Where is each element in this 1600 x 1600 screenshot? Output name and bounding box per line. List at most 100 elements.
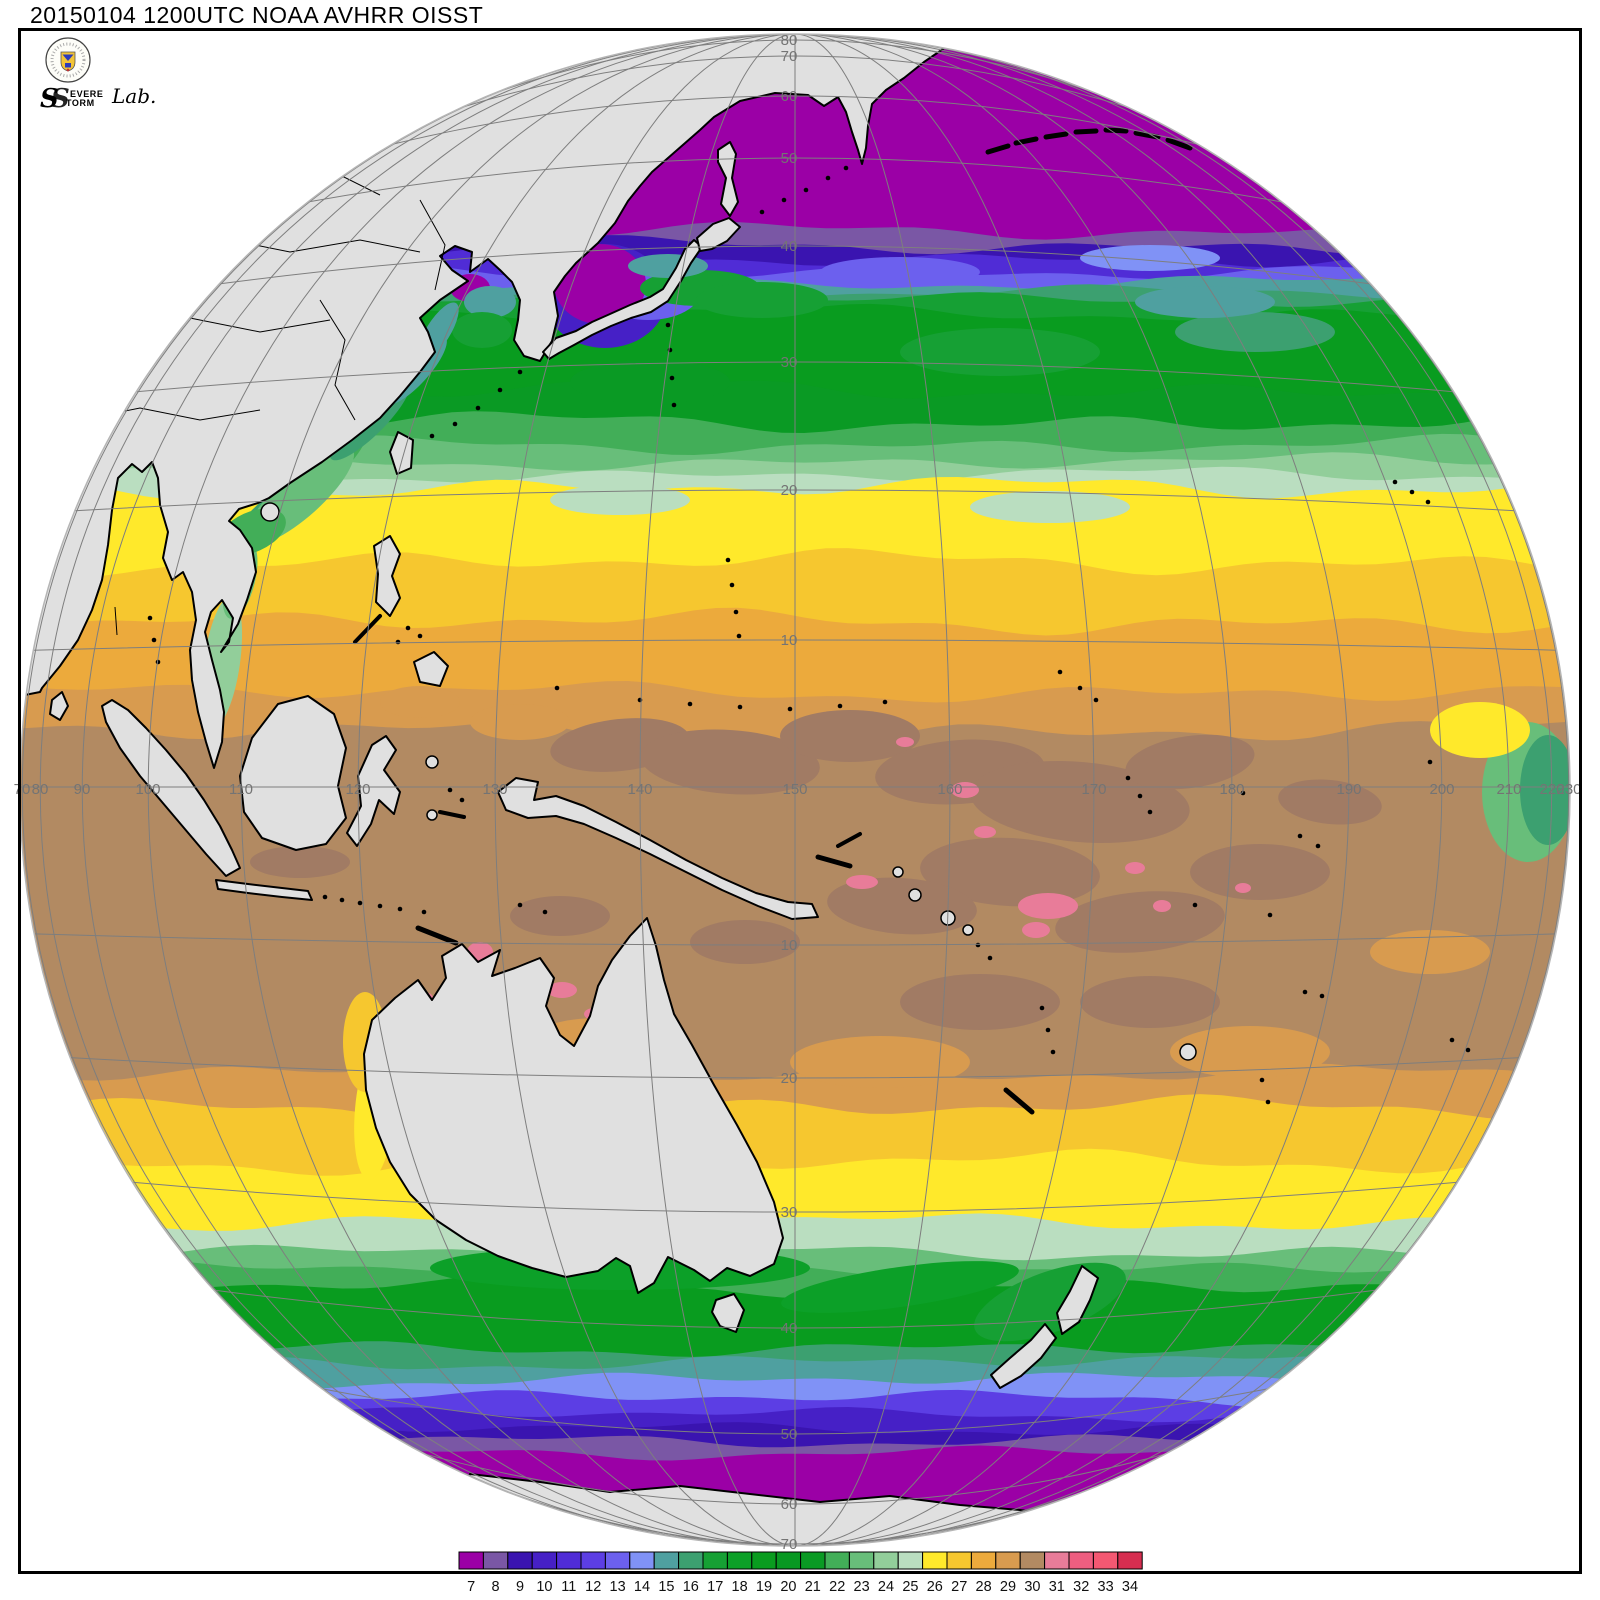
colorbar-cell: [848, 1551, 875, 1570]
wordmark-s1: S: [40, 84, 59, 114]
latitude-label: 30: [781, 354, 798, 371]
small-island-dot: [1297, 833, 1303, 839]
colorbar-cell: [800, 1551, 826, 1570]
graticule: [20, 34, 1570, 1546]
small-island-dot: [975, 942, 981, 948]
colorbar-cell: [531, 1551, 558, 1570]
colorbar-cell: [873, 1551, 899, 1570]
small-island-dot: [1449, 1037, 1455, 1043]
small-island-dot: [725, 557, 731, 563]
aleutian-islands: [1073, 128, 1099, 135]
longitude-label: 100: [135, 781, 160, 798]
landmass: [101, 699, 241, 877]
colorbar-cell: [702, 1551, 728, 1570]
latitude-label: 20: [781, 1070, 798, 1087]
colorbar-cell: [653, 1551, 680, 1570]
latitude-label: 40: [781, 238, 798, 255]
colorbar-value-label: 19: [756, 1579, 772, 1595]
latitude-label: 80: [781, 32, 798, 49]
small-island-dot: [1045, 1027, 1051, 1033]
landmass: [711, 1293, 745, 1333]
colorbar-value-label: 14: [634, 1579, 650, 1595]
colorbar-value-label: 22: [829, 1579, 845, 1595]
colorbar-value-label: 16: [683, 1579, 699, 1595]
longitude-label: 170: [1081, 781, 1106, 798]
longitude-label: 160: [937, 781, 962, 798]
latitude-label: 60: [781, 1496, 798, 1513]
colorbar-cell: [604, 1551, 631, 1570]
longitude-label: 140: [627, 781, 652, 798]
island: [260, 502, 280, 522]
landmass: [363, 917, 784, 1294]
colorbar-value-label: 13: [610, 1579, 626, 1595]
small-island-dot: [1050, 1049, 1056, 1055]
colorbar-cell: [824, 1551, 850, 1570]
small-island-dot: [1319, 993, 1325, 999]
small-island-dot: [837, 703, 843, 709]
colorbar-cell: [580, 1551, 606, 1570]
island-strip: [836, 832, 862, 848]
colorbar-value-label: 7: [467, 1579, 475, 1595]
small-island-dot: [475, 405, 481, 411]
latitude-label: 20: [781, 482, 798, 499]
map-title: 20150104 1200UTC NOAA AVHRR OISST: [30, 2, 484, 28]
aleutian-islands: [1043, 131, 1069, 140]
island-strip: [353, 614, 382, 644]
colorbar-cell: [897, 1551, 924, 1570]
small-island-dot: [542, 909, 548, 915]
small-island-dot: [787, 706, 793, 712]
wordmark-severe: EVERE: [70, 89, 104, 99]
country-border-line: [319, 299, 356, 421]
colorbar-cell: [970, 1551, 997, 1570]
small-island-dot: [729, 582, 735, 588]
small-island-dot: [843, 165, 849, 171]
colorbar-value-label: 23: [854, 1579, 870, 1595]
small-island-dot: [417, 633, 423, 639]
latitude-label: 10: [781, 937, 798, 954]
colorbar-value-label: 25: [902, 1579, 918, 1595]
landmass: [990, 1323, 1057, 1389]
colorbar-cell: [1117, 1551, 1143, 1570]
colorbar-cell: [751, 1551, 777, 1570]
landmass: [215, 879, 313, 901]
small-island-dot: [421, 909, 427, 915]
colorbar-cell: [1019, 1551, 1046, 1570]
island-strip: [1003, 1087, 1035, 1115]
colorbar-value-label: 18: [732, 1579, 748, 1595]
small-island-dot: [803, 187, 809, 193]
colorbar-value-label: 12: [585, 1579, 601, 1595]
colorbar-value-label: 26: [927, 1579, 943, 1595]
landmass: [696, 217, 741, 252]
small-island-dot: [357, 900, 363, 906]
colorbar-value-label: 33: [1098, 1579, 1114, 1595]
colorbar-value-label: 21: [805, 1579, 821, 1595]
small-island-dot: [665, 322, 671, 328]
wordmark-storm: TORM: [66, 98, 95, 108]
small-island-dot: [1137, 793, 1143, 799]
temperature-colorbar: 7 8 9 10 11 12 13 14 15 16 17 18 19 20 21 22 23 24 25 26 27 2…: [458, 1551, 1143, 1595]
university-seal-icon: [45, 37, 91, 83]
small-island-dot: [1240, 790, 1246, 796]
colorbar-value-label: 8: [492, 1579, 500, 1595]
latitude-label: 40: [781, 1320, 798, 1337]
aleutian-islands: [1103, 127, 1129, 134]
aleutian-islands: [1165, 137, 1193, 151]
latitude-label: 50: [781, 150, 798, 167]
latitude-label: 50: [781, 1426, 798, 1443]
small-island-dot: [1302, 989, 1308, 995]
landmass: [413, 651, 449, 687]
colorbar-value-label: 10: [536, 1579, 552, 1595]
small-island-dot: [1409, 489, 1415, 495]
colorbar-value-label: 32: [1073, 1579, 1089, 1595]
colorbar-value-label: 31: [1049, 1579, 1065, 1595]
small-island-dot: [151, 637, 157, 643]
small-island-dot: [987, 955, 993, 961]
small-island-dot: [459, 797, 465, 803]
latitude-label: 70: [781, 1536, 798, 1553]
longitude-label: 130: [482, 781, 507, 798]
small-island-dot: [825, 175, 831, 181]
latitude-label: 60: [781, 88, 798, 105]
landmass: [1056, 1265, 1099, 1335]
